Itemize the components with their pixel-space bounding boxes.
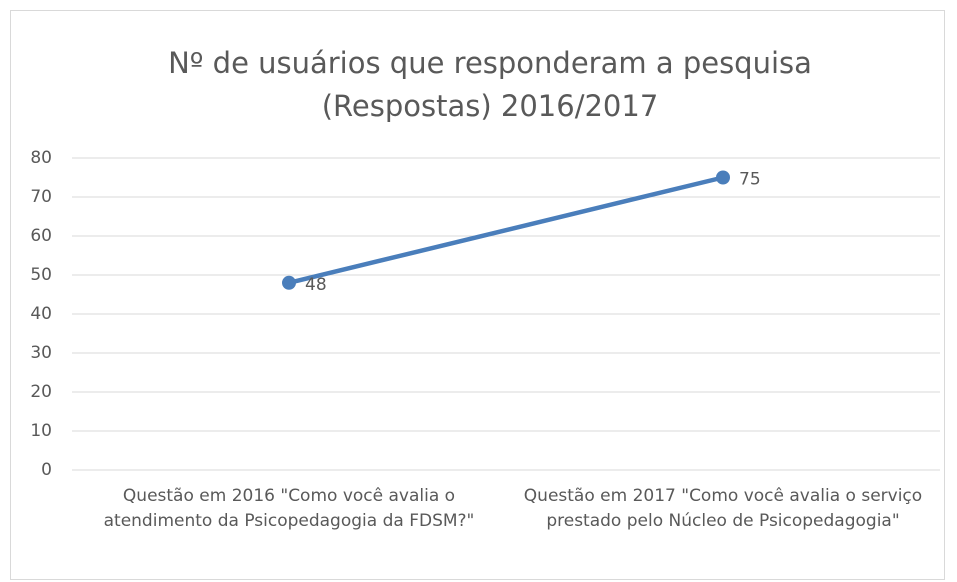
y-tick-label: 20: [30, 382, 52, 402]
y-tick-label: 40: [30, 304, 52, 324]
point: [282, 275, 296, 290]
data-label: 75: [739, 170, 761, 190]
y-tick-label: 70: [30, 187, 52, 207]
line: [286, 175, 726, 286]
y-tick-label: 10: [30, 421, 52, 441]
x-tick-label: Questão em 2016 "Como você avalia o aten…: [103, 486, 475, 531]
y-tick-label: 80: [30, 148, 52, 168]
y-tick-label: 0: [41, 460, 52, 480]
chart-title: Nº de usuários que responderam a pesquis…: [168, 46, 812, 123]
point: [716, 170, 730, 185]
data-label: 48: [305, 275, 327, 295]
chart-border: [10, 10, 945, 580]
y-tick-label: 30: [30, 343, 52, 363]
y-tick-label: 50: [30, 265, 52, 285]
x-tick-label: Questão em 2017 "Como você avalia o serv…: [523, 486, 923, 531]
y-tick-label: 60: [30, 226, 52, 246]
